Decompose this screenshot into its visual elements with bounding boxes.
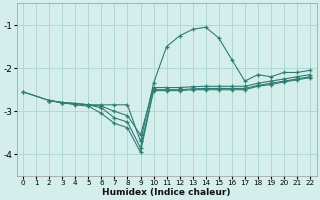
X-axis label: Humidex (Indice chaleur): Humidex (Indice chaleur): [102, 188, 231, 197]
